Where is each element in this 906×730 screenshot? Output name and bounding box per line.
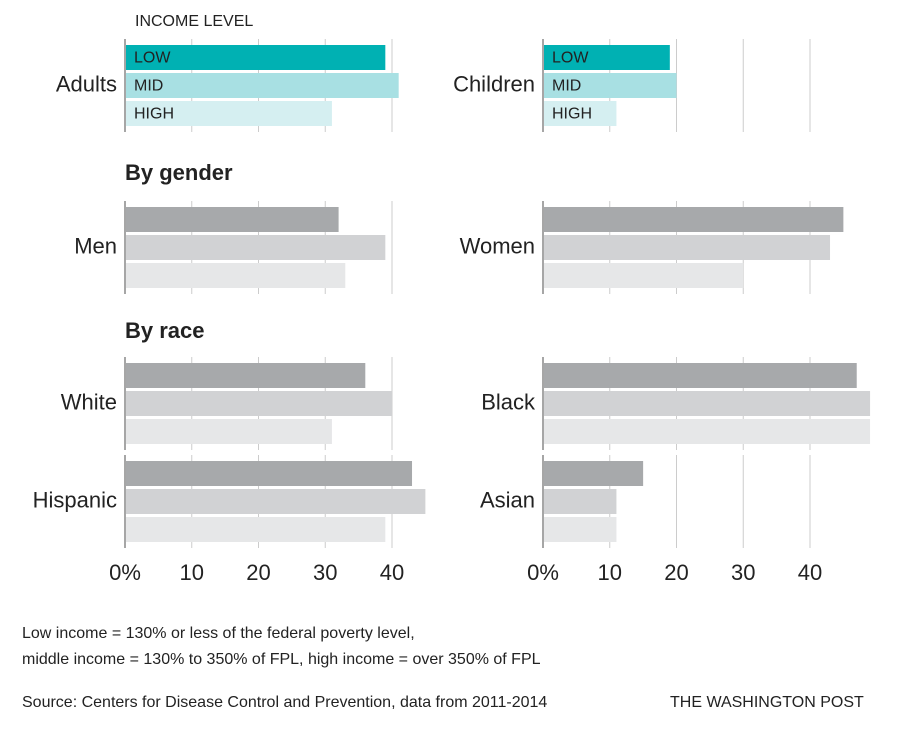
x-tick-label: 10 [598,560,622,585]
category-label: HIGH [552,106,592,123]
x-tick-label: 30 [731,560,755,585]
bar [126,419,332,444]
section-title: By gender [125,160,233,185]
bar [544,461,644,486]
x-tick-label: 40 [798,560,822,585]
bar [544,207,844,232]
category-label: MID [134,78,163,95]
note: Low income = 130% or less of the federal… [22,625,415,642]
bar [544,363,857,388]
panel-label: Men [74,233,117,258]
bar [544,101,617,126]
bar [126,363,366,388]
source: Source: Centers for Disease Control and … [22,694,547,711]
bar [126,45,386,70]
panel-label: White [61,389,117,414]
bar [126,207,339,232]
bar [126,391,392,416]
panel-label: Hispanic [33,487,117,512]
bar [126,517,386,542]
panel-label: Women [460,233,535,258]
panel-label: Black [481,389,536,414]
panel-label: Children [453,71,535,96]
bar [126,101,332,126]
panel-label: Adults [56,71,117,96]
bar [544,73,677,98]
bar [544,419,871,444]
bar [544,45,670,70]
category-label: HIGH [134,106,174,123]
bar [126,489,426,514]
x-tick-label: 20 [246,560,270,585]
bar [126,461,413,486]
bar [544,517,617,542]
x-tick-label: 40 [380,560,404,585]
category-label: LOW [134,50,171,67]
bar [544,489,617,514]
x-tick-label: 10 [180,560,204,585]
bar [544,235,831,260]
legend-title: INCOME LEVEL [135,13,253,30]
panel-label: Asian [480,487,535,512]
x-tick-label: 0% [527,560,559,585]
bar [544,391,871,416]
category-label: LOW [552,50,589,67]
category-label: MID [552,78,581,95]
bar [126,235,386,260]
note: middle income = 130% to 350% of FPL, hig… [22,651,541,668]
bar [126,73,399,98]
x-tick-label: 0% [109,560,141,585]
section-title: By race [125,318,205,343]
bar [126,263,346,288]
x-tick-label: 20 [664,560,688,585]
credit: THE WASHINGTON POST [670,694,864,711]
bar [544,263,744,288]
x-tick-label: 30 [313,560,337,585]
